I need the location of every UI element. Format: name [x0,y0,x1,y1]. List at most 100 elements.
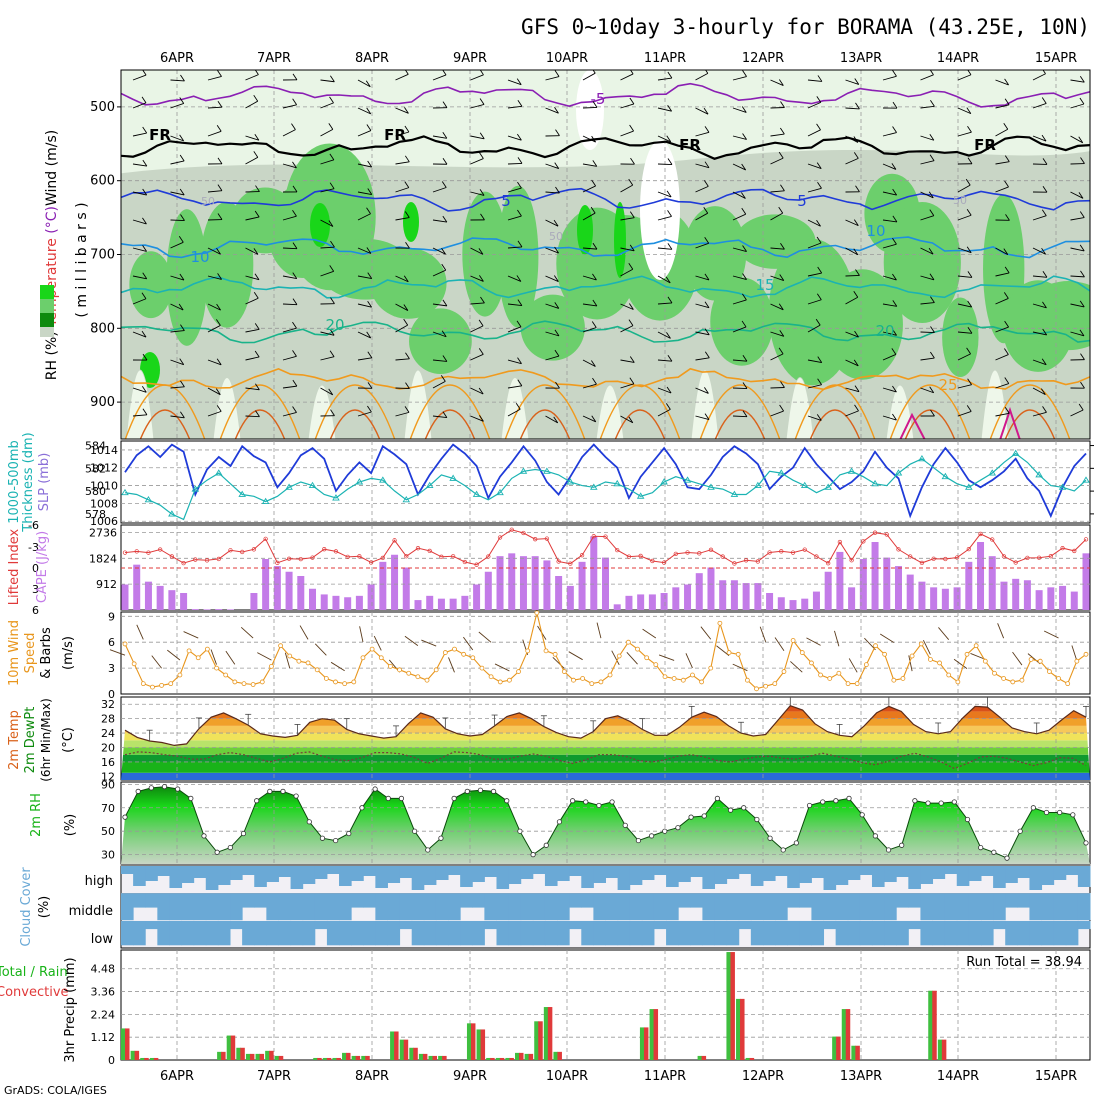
wind-barb-feather [515,402,521,410]
wind-barb-feather [254,350,260,358]
wind-barb-feather [929,154,935,161]
top-date-tick: 9APR [453,51,487,66]
wind-barb [282,215,297,221]
bottom-date-tick: 13APR [840,1069,882,1084]
wind-barb [432,331,447,338]
wind-barb [695,163,710,169]
wind-barb [920,74,934,81]
cape-bar [133,564,141,610]
wind-barb-feather [442,411,448,418]
wind10m-barb [494,663,510,672]
wind10m-barb [568,651,583,661]
wind-barb-feather [1079,75,1085,83]
wind-barb [545,219,559,227]
lifted-index-marker [193,557,198,562]
cape-bar [379,561,387,610]
wind-barb-feather [555,381,560,389]
cape-bar [531,556,539,610]
li-tick-label: 6 [32,604,39,617]
precip-convective-bar [413,1047,418,1060]
wind-barb-feather [405,241,410,249]
cloud-middle-bar [496,893,510,921]
wind10m-barb [879,633,895,643]
lifted-index-marker [966,546,971,552]
wind-barb [920,135,934,141]
cloud-high-bar [908,866,921,889]
rh2m-marker [477,787,484,793]
precip-total-bar [726,952,731,1060]
wind-barb [620,130,634,137]
wind-barb-feather [292,350,297,357]
temp-band [121,733,1090,741]
cloud-middle-bar [1053,893,1067,921]
isotherm-5 [121,187,1090,212]
wind-barb-feather [892,126,897,133]
lifted-index-marker [298,556,303,562]
lifted-index-line [124,529,1087,566]
wind-barb-feather [367,351,373,359]
cloud-middle-bar [726,893,740,921]
wind-barb [507,408,521,417]
slp-label: SLP (mb) [37,453,52,512]
cloud-low-bar [557,921,570,946]
wind-barb-feather [780,381,785,388]
wind-barb-feather [666,135,672,143]
lifted-index-marker [251,547,257,552]
wind-barb-feather [217,70,222,77]
wind-barb [170,160,185,165]
cloud-low-bar [884,921,897,946]
thickness-marker [730,490,739,497]
wind-barb-feather [1042,185,1048,193]
wind-barb-feather [591,360,596,367]
wind-barb [920,275,935,281]
cloud-high-bar [399,866,413,878]
wind-barb-feather [480,213,485,221]
cloud-low-bar [702,921,716,946]
wind10m-barb [373,635,382,651]
precip-convective-bar [509,1057,514,1060]
wind-barb [395,275,409,283]
cloud-middle-bar [678,893,691,908]
wind-barb-feather [292,321,297,329]
wind10m-barb [596,622,602,639]
wind-barb [845,219,859,227]
wind-barb-feather [929,133,935,141]
lifted-index-marker [790,550,796,555]
precip-convective-bar [355,1055,361,1060]
wind-barb [320,159,335,165]
wind-barb [620,325,634,333]
cloud-middle-bar [1077,893,1091,921]
lifted-index-marker [849,558,854,563]
wind-barb [507,303,522,307]
wind10m-marker [168,681,174,687]
wind10m-marker [873,643,878,649]
cape-bar [1082,553,1090,610]
lifted-index-marker [861,539,866,544]
wind-barb [170,303,184,311]
precip-tick-label: 4.48 [91,963,116,976]
rh2m-marker [333,837,339,844]
wind-barb [207,387,221,396]
wind10m-marker [616,653,622,659]
y-tick-label: 578 [85,508,106,521]
wind10m-marker [690,672,695,678]
lifted-index-marker [134,549,139,554]
rh2m-marker [148,785,154,791]
wind-barb [132,247,147,252]
y-tick-label: 584 [85,440,106,453]
rh2m-marker [412,828,418,834]
wind-barb [695,303,710,309]
wind-barb [882,303,897,307]
wind-barb [395,131,410,137]
cape-bar [988,556,996,610]
precip-convective-bar [403,1039,409,1060]
wind-barb [507,162,523,165]
wind-barb-feather [742,410,748,417]
cloud-middle-bar [363,893,376,908]
precip-convective-bar [470,1023,476,1060]
cape-bar [250,593,258,610]
cloud-high-bar [884,866,897,882]
wind10m-barb [257,652,272,661]
